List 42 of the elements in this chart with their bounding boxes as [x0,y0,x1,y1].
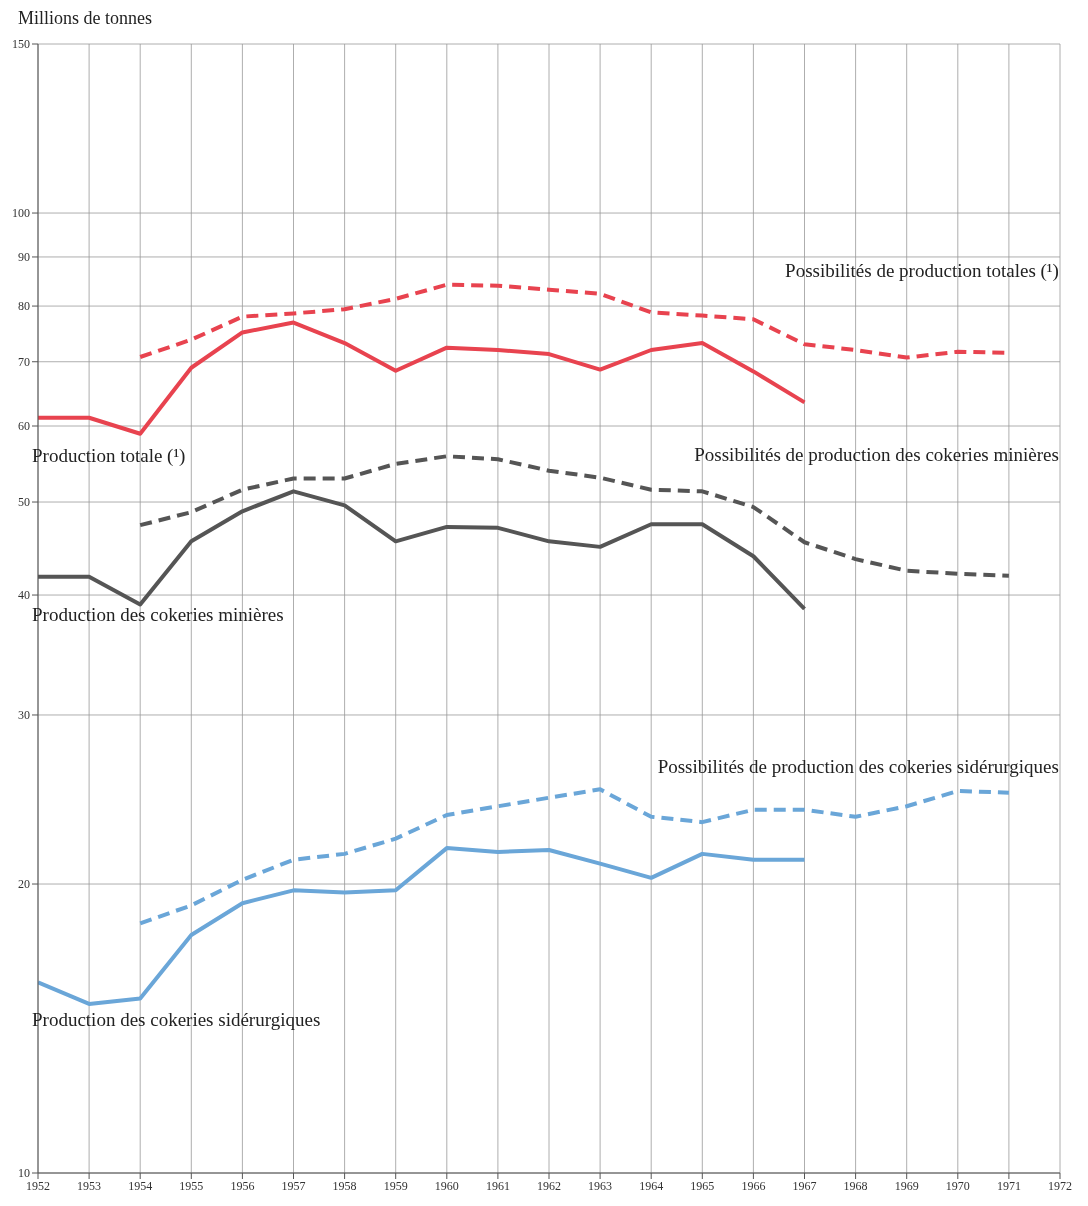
x-tick-label: 1953 [77,1178,102,1193]
series-label: Production totale (¹) [32,444,186,467]
text: Possibilités de production des cokeries sidérurgiques [657,755,1059,777]
x-tick-label: 1959 [383,1178,408,1193]
y-tick-label: 90 [18,250,30,265]
x-tick-label: 1962 [537,1178,561,1193]
y-tick-label: 50 [18,495,30,510]
y-tick-label: 10 [18,1166,30,1181]
y-tick-label: 30 [18,708,30,723]
x-tick-label: 1968 [843,1178,868,1193]
y-axis-title: Millions de tonnes [18,8,153,30]
series-label: Production des cokeries sidérurgiques [32,1009,321,1031]
x-tick-label: 1957 [281,1178,306,1193]
series-label: Possibilités de production des cokeries minières [694,444,1059,466]
x-tick-label: 1972 [1048,1178,1072,1193]
y-tick-label: 150 [12,37,30,52]
y-tick-label: 100 [12,206,30,221]
x-tick-label: 1956 [230,1178,255,1193]
x-tick-label: 1954 [128,1178,153,1193]
x-tick-label: 1964 [639,1178,664,1193]
x-tick-label: 1952 [26,1178,50,1193]
line-series [38,320,807,436]
x-tick-label: 1955 [179,1178,204,1193]
x-tick-label: 1963 [588,1178,613,1193]
line-series [138,787,1011,926]
line-series [38,846,807,1006]
y-tick-label: 80 [18,299,30,314]
x-tick-label: 1965 [690,1178,715,1193]
x-tick-label: 1958 [332,1178,357,1193]
x-tick-label: 1970 [945,1178,970,1193]
series-label: Production des cokeries minières [32,603,284,625]
text: Possibilités de production totales (¹) [785,260,1059,283]
y-tick-label: 40 [18,588,30,603]
x-tick-label: 1967 [792,1178,817,1193]
x-tick-label: 1961 [485,1178,510,1193]
y-tick-label: 60 [18,419,30,434]
x-tick-label: 1969 [894,1178,919,1193]
x-tick-label: 1960 [434,1178,459,1193]
y-tick-label: 20 [18,877,30,892]
y-tick-label: 70 [18,355,30,369]
x-tick-label: 1966 [741,1178,766,1193]
x-tick-label: 1971 [996,1178,1021,1193]
